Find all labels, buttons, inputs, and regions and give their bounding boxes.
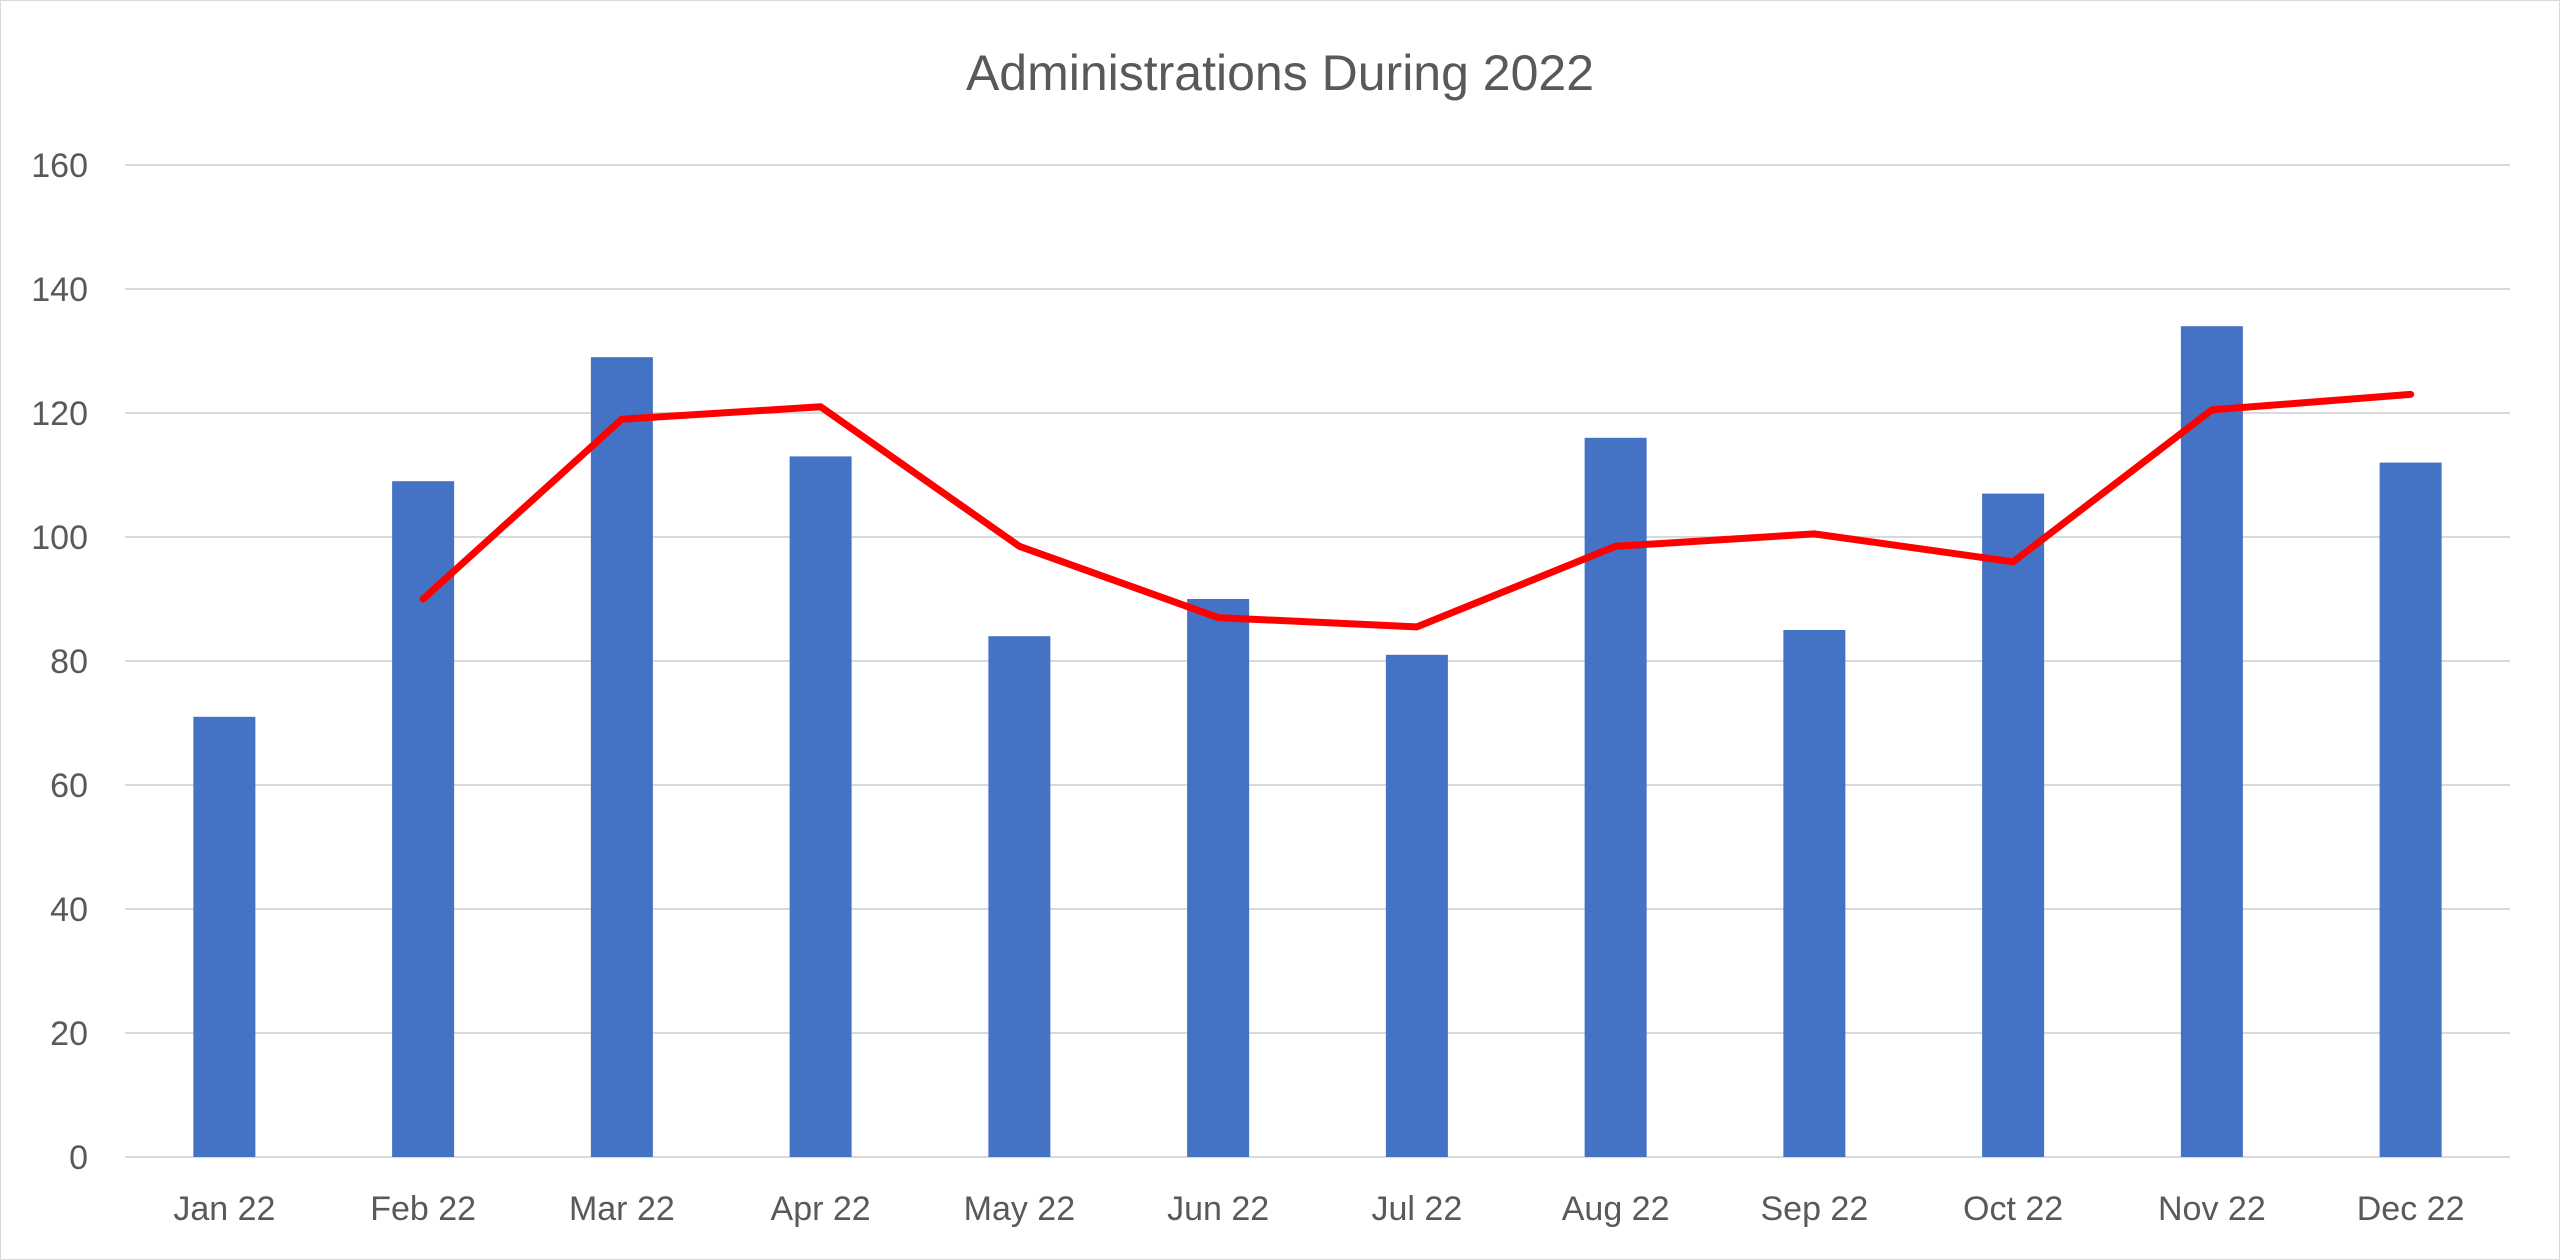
y-tick-label: 20: [50, 1015, 88, 1053]
x-tick-label: Nov 22: [2158, 1190, 2266, 1228]
chart-title: Administrations During 2022: [966, 45, 1594, 101]
y-tick-label: 80: [50, 643, 88, 681]
y-axis-tick-labels: 0 20 40 60 80 100 120 140 160: [31, 147, 88, 1177]
x-tick-label: Jun 22: [1167, 1190, 1269, 1228]
y-tick-label: 40: [50, 891, 88, 929]
bar: [1783, 630, 1846, 1157]
y-tick-label: 100: [31, 519, 88, 557]
x-tick-label: Oct 22: [1963, 1190, 2063, 1228]
bar-series: [193, 326, 2442, 1158]
bar: [988, 636, 1051, 1157]
y-tick-label: 160: [31, 147, 88, 185]
bar: [1385, 654, 1448, 1157]
x-tick-label: Sep 22: [1760, 1190, 1868, 1228]
x-tick-label: Feb 22: [370, 1190, 476, 1228]
y-tick-label: 140: [31, 271, 88, 309]
bar: [1982, 493, 2045, 1158]
y-tick-label: 60: [50, 767, 88, 805]
bar: [590, 357, 653, 1157]
bar: [2379, 462, 2442, 1158]
gridlines: [125, 164, 2510, 1158]
x-tick-label: Aug 22: [1562, 1190, 1670, 1228]
x-tick-label: May 22: [964, 1190, 1076, 1228]
x-tick-label: Jan 22: [173, 1190, 275, 1228]
bar: [193, 716, 256, 1157]
line-series-path: [419, 390, 2415, 631]
bar: [789, 456, 852, 1157]
bar: [1187, 599, 1250, 1157]
line-series: [419, 390, 2415, 631]
bar: [392, 481, 455, 1157]
bar: [2180, 326, 2243, 1157]
x-tick-label: Apr 22: [771, 1190, 871, 1228]
x-tick-label: Jul 22: [1372, 1190, 1463, 1228]
x-tick-label: Dec 22: [2357, 1190, 2465, 1228]
y-tick-label: 0: [69, 1139, 88, 1177]
x-tick-label: Mar 22: [569, 1190, 675, 1228]
x-axis-tick-labels: Jan 22 Feb 22 Mar 22 Apr 22 May 22 Jun 22 Jul …: [173, 1190, 2464, 1228]
y-tick-label: 120: [31, 395, 88, 433]
